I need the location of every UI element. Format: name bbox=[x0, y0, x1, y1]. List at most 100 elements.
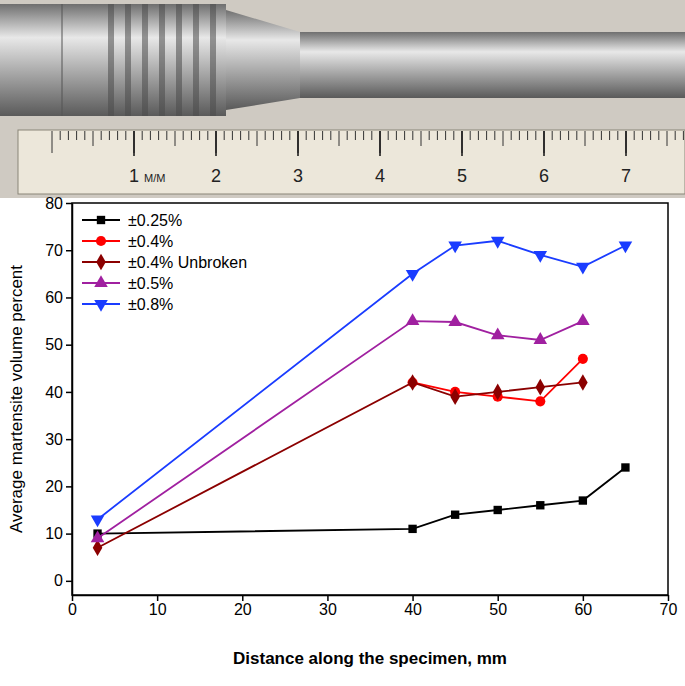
ruler-minor-tick bbox=[232, 131, 233, 140]
ruler-minor-tick bbox=[347, 131, 348, 140]
x-tick-label: 10 bbox=[149, 601, 167, 618]
ruler-minor-tick bbox=[601, 131, 602, 140]
x-tick: 40 bbox=[404, 595, 422, 618]
ruler-label: 5 bbox=[457, 166, 467, 186]
ruler-minor-tick bbox=[552, 131, 553, 140]
photo-background bbox=[0, 0, 685, 198]
ruler-minor-tick bbox=[511, 131, 512, 140]
ruler-minor-tick bbox=[437, 131, 438, 140]
x-tick-mark bbox=[668, 595, 670, 601]
legend-marker bbox=[97, 216, 105, 224]
y-tick: 80 bbox=[45, 195, 72, 212]
ruler-minor-tick bbox=[675, 131, 676, 140]
ruler-minor-tick bbox=[199, 131, 200, 140]
ruler-minor-tick bbox=[281, 131, 282, 140]
series-marker bbox=[579, 496, 587, 504]
ruler-tick bbox=[543, 131, 545, 156]
ruler-minor-tick bbox=[142, 131, 143, 140]
y-tick-label: 40 bbox=[45, 384, 63, 401]
ruler-minor-tick bbox=[519, 131, 520, 140]
series-marker bbox=[533, 251, 547, 263]
x-tick-label: 70 bbox=[660, 601, 678, 618]
legend-label: ±0.25% bbox=[128, 212, 182, 229]
series-marker bbox=[451, 511, 459, 519]
series-marker bbox=[535, 396, 545, 406]
y-tick-label: 0 bbox=[54, 572, 63, 589]
series-marker bbox=[408, 374, 418, 391]
y-tick: 10 bbox=[45, 525, 72, 542]
ruler-minor-tick bbox=[158, 131, 159, 140]
thread bbox=[176, 4, 182, 116]
ruler-label: 3 bbox=[293, 166, 303, 186]
x-tick-mark bbox=[497, 595, 499, 601]
ruler-tick bbox=[133, 131, 135, 156]
y-tick: 60 bbox=[45, 289, 72, 306]
thread bbox=[210, 4, 216, 116]
thread bbox=[108, 4, 114, 116]
x-tick-mark bbox=[327, 595, 329, 601]
legend: ±0.25%±0.4%±0.4% Unbroken±0.5%±0.8% bbox=[82, 212, 247, 313]
ruler-minor-tick bbox=[84, 131, 85, 140]
specimen-shank bbox=[300, 32, 685, 98]
ruler-label: 1 bbox=[129, 166, 139, 186]
ruler-minor-tick bbox=[412, 131, 413, 140]
ruler-minor-tick bbox=[371, 131, 372, 140]
ruler-minor-tick bbox=[101, 131, 102, 140]
legend-marker bbox=[94, 275, 108, 287]
ruler-minor-tick bbox=[363, 131, 364, 140]
ruler-minor-tick bbox=[486, 131, 487, 140]
series-marker bbox=[448, 242, 462, 254]
series-marker bbox=[535, 379, 545, 396]
ruler-minor-tick bbox=[248, 131, 249, 140]
series-marker bbox=[491, 237, 505, 249]
ruler-minor-tick bbox=[355, 131, 356, 140]
legend-item: ±0.25% bbox=[82, 212, 182, 229]
legend-item: ±0.4% bbox=[82, 233, 173, 250]
ruler-minor-tick bbox=[109, 131, 110, 140]
ruler-minor-tick bbox=[257, 131, 258, 146]
x-tick-label: 50 bbox=[489, 601, 507, 618]
y-tick-mark bbox=[66, 486, 72, 488]
series-marker bbox=[576, 313, 590, 325]
x-tick: 10 bbox=[149, 595, 167, 618]
legend-item: ±0.8% bbox=[82, 296, 173, 313]
y-tick-mark bbox=[66, 344, 72, 346]
y-tick-label: 20 bbox=[45, 478, 63, 495]
legend-label: ±0.4% Unbroken bbox=[128, 254, 247, 271]
ruler-minor-tick bbox=[273, 131, 274, 140]
ruler-minor-tick bbox=[617, 131, 618, 140]
x-tick-mark bbox=[242, 595, 244, 601]
series-marker bbox=[491, 327, 505, 339]
specimen-edge bbox=[62, 4, 63, 116]
ruler-minor-tick bbox=[289, 131, 290, 140]
series-marker bbox=[406, 270, 420, 282]
ruler-minor-tick bbox=[93, 131, 94, 146]
y-tick-mark bbox=[66, 203, 72, 205]
ruler-minor-tick bbox=[76, 131, 77, 140]
ruler-minor-tick bbox=[634, 131, 635, 140]
specimen-head bbox=[0, 4, 226, 116]
ruler-minor-tick bbox=[175, 131, 176, 146]
photo: 1234567M/M bbox=[0, 0, 685, 198]
y-tick-label: 10 bbox=[45, 525, 63, 542]
ruler-minor-tick bbox=[576, 131, 577, 140]
ruler-minor-tick bbox=[339, 131, 340, 146]
ruler-minor-tick bbox=[568, 131, 569, 140]
series-marker bbox=[406, 313, 420, 325]
ruler-minor-tick bbox=[429, 131, 430, 140]
specimen-taper bbox=[226, 10, 300, 110]
thread bbox=[159, 4, 165, 116]
x-tick: 20 bbox=[234, 595, 252, 618]
ruler-minor-tick bbox=[650, 131, 651, 140]
ruler-tick bbox=[297, 131, 299, 156]
ruler-minor-tick bbox=[322, 131, 323, 140]
series-marker bbox=[91, 530, 105, 542]
series-marker bbox=[578, 354, 588, 364]
y-tick-label: 50 bbox=[45, 336, 63, 353]
y-tick-label: 70 bbox=[45, 242, 63, 259]
ruler-tick bbox=[461, 131, 463, 156]
series-line bbox=[98, 321, 583, 538]
x-tick-mark bbox=[72, 595, 74, 601]
ruler-minor-tick bbox=[240, 131, 241, 140]
ruler-minor-tick bbox=[667, 131, 668, 146]
